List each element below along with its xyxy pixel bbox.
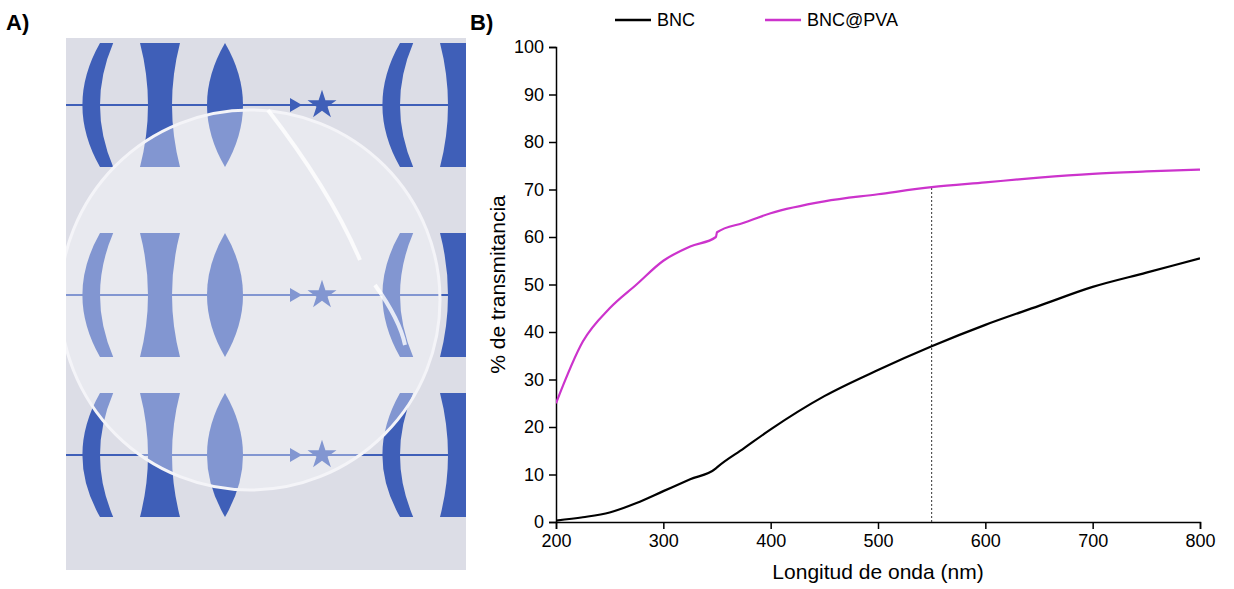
x-tick-label: 800 (1185, 531, 1215, 551)
y-tick: 80 (524, 132, 556, 152)
y-tick-mark (549, 474, 556, 476)
x-tick-mark (663, 522, 665, 529)
x-tick-label: 400 (756, 531, 786, 551)
panel-label: A) (6, 10, 29, 35)
focus-star (308, 90, 337, 118)
x-tick-label: 200 (541, 531, 571, 551)
y-tick-label: 40 (524, 322, 544, 342)
y-tick-mark (549, 237, 556, 239)
y-tick-label: 10 (524, 465, 544, 485)
film-fold (268, 110, 405, 345)
arrow-head (290, 98, 302, 112)
y-tick-label: 0 (534, 512, 544, 532)
y-tick: 0 (534, 512, 556, 532)
x-tick-label: 600 (971, 531, 1001, 551)
legend-label: BNC (657, 10, 695, 30)
photo-content (66, 38, 466, 570)
x-tick: 700 (1078, 522, 1108, 551)
y-tick-mark (549, 142, 556, 144)
optical-axis (66, 104, 466, 106)
y-tick-mark (549, 379, 556, 381)
legend-item: BNC (615, 10, 695, 30)
y-axis-line (549, 48, 557, 523)
x-axis: 200 300 400 500 600 700 800 (541, 522, 1215, 551)
y-tick-mark (549, 94, 556, 96)
x-tick-mark (770, 522, 772, 529)
y-tick: 90 (524, 85, 556, 105)
reference-line (931, 187, 932, 522)
y-axis: 0 10 20 30 40 50 60 70 80 90 100 (514, 37, 557, 532)
x-tick-mark (878, 522, 880, 529)
legend-item: BNC@PVA (765, 10, 898, 30)
legend-label: BNC@PVA (807, 10, 898, 30)
y-tick: 10 (524, 465, 556, 485)
y-tick: 30 (524, 370, 556, 390)
y-tick-label: 90 (524, 85, 544, 105)
y-tick: 50 (524, 275, 556, 295)
y-tick-mark (549, 427, 556, 429)
y-tick-label: 100 (514, 37, 544, 57)
y-tick: 60 (524, 227, 556, 247)
y-tick-mark (549, 47, 556, 49)
film (66, 110, 440, 490)
y-tick-mark (549, 284, 556, 286)
y-tick-label: 50 (524, 275, 544, 295)
x-tick-mark (985, 522, 987, 529)
series-line (556, 258, 1200, 520)
x-tick-mark (1200, 522, 1202, 529)
y-axis-title: % de transmitancia (486, 195, 509, 374)
x-tick: 400 (756, 522, 786, 551)
y-tick: 100 (514, 37, 556, 57)
x-tick: 500 (863, 522, 893, 551)
x-tick: 600 (971, 522, 1001, 551)
x-tick: 200 (541, 522, 571, 551)
x-tick-label: 700 (1078, 531, 1108, 551)
x-tick-label: 300 (649, 531, 679, 551)
legend-swatch (765, 19, 801, 22)
x-tick: 800 (1185, 522, 1215, 551)
y-tick-label: 20 (524, 417, 544, 437)
y-tick-label: 80 (524, 132, 544, 152)
series-line (556, 170, 1200, 404)
panel-label: B) (470, 10, 493, 35)
x-axis-title: Longitud de onda (nm) (772, 560, 983, 583)
y-tick-mark (549, 189, 556, 191)
y-tick-mark (549, 332, 556, 334)
x-tick: 300 (649, 522, 679, 551)
y-tick-label: 60 (524, 227, 544, 247)
x-tick-label: 500 (863, 531, 893, 551)
x-axis-line (557, 523, 1201, 530)
y-tick-label: 70 (524, 180, 544, 200)
legend: BNC BNC@PVA (615, 10, 898, 30)
y-tick-label: 30 (524, 370, 544, 390)
photo-panel (60, 38, 543, 570)
plot-area (556, 170, 1200, 522)
x-tick-mark (1092, 522, 1094, 529)
figure: A) B) 200 300 400 500 600 700 800 0 10 20 30 40 50 60 70… (0, 0, 1234, 589)
legend-swatch (615, 19, 651, 22)
y-tick: 40 (524, 322, 556, 342)
y-tick-mark (549, 522, 556, 524)
y-tick: 20 (524, 417, 556, 437)
y-tick: 70 (524, 180, 556, 200)
